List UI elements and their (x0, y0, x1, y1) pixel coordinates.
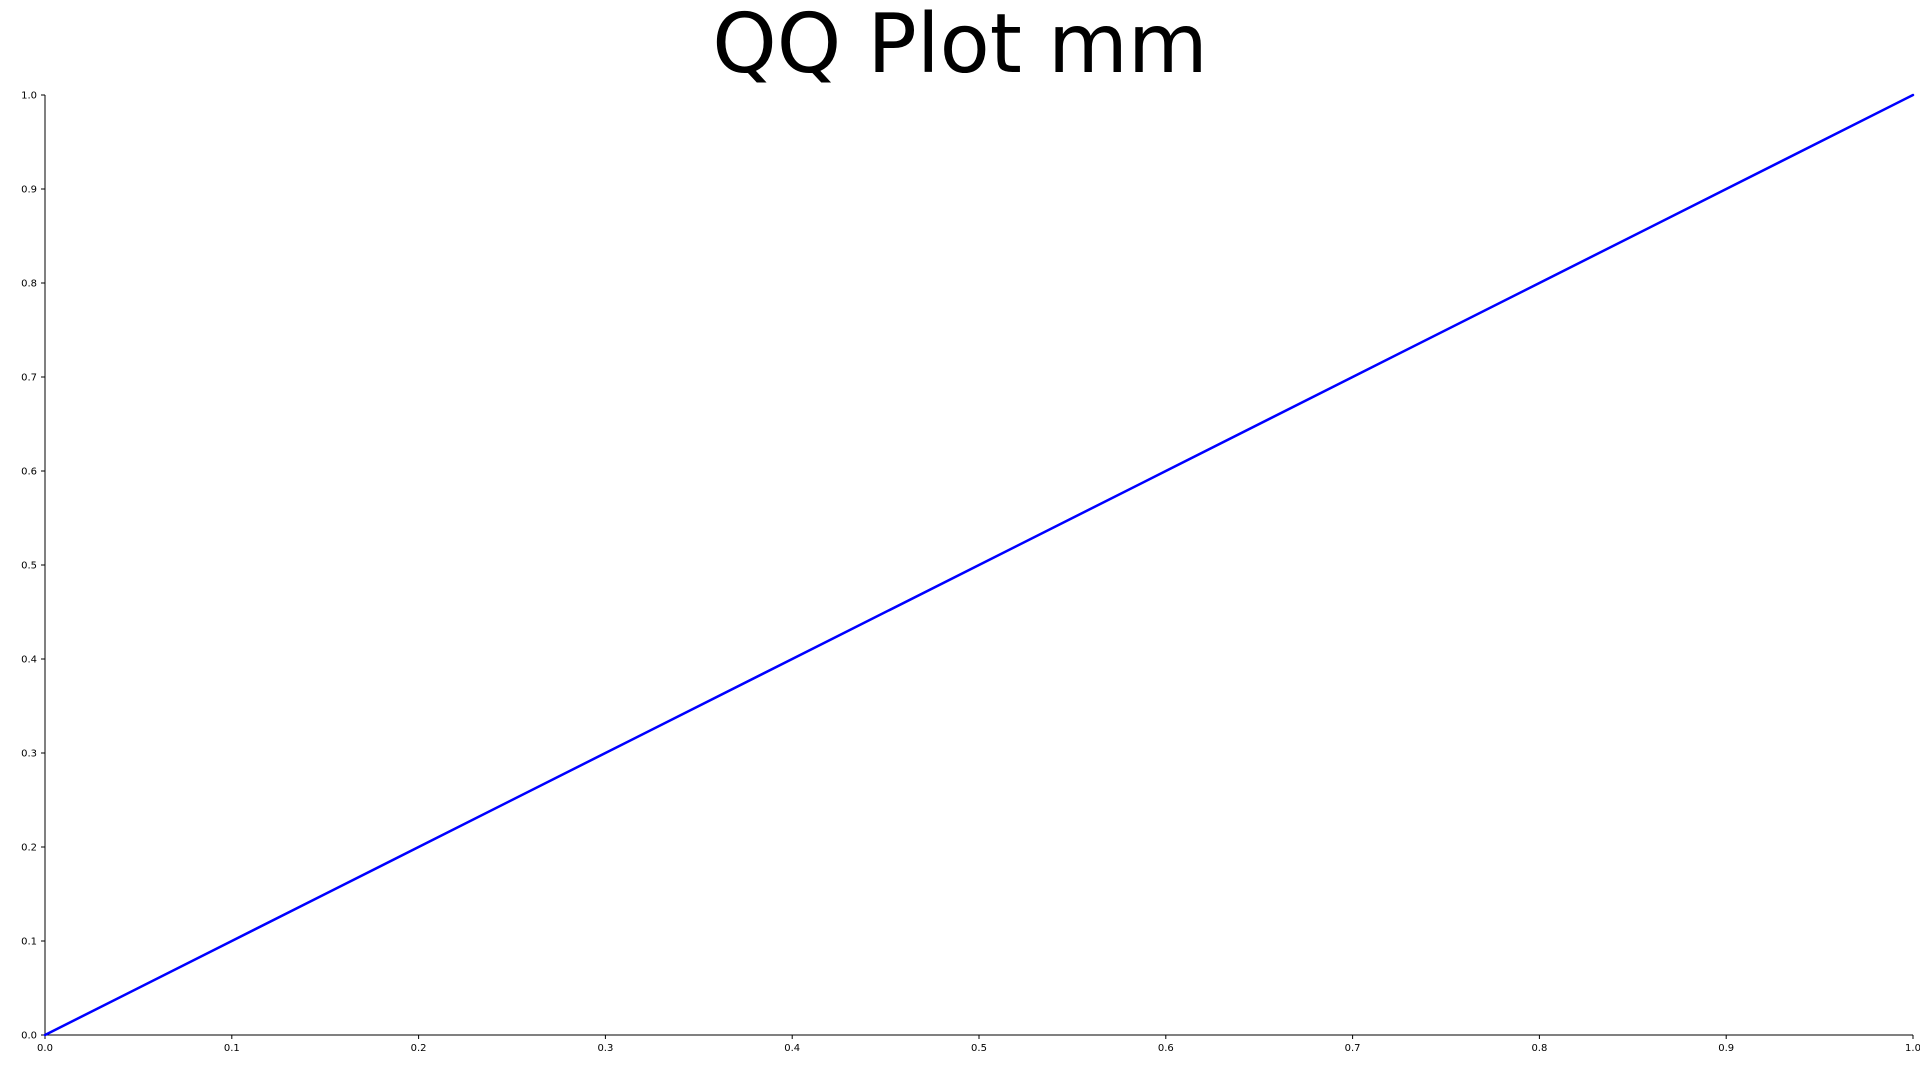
y-tick-label: 0.6 (21, 467, 37, 478)
y-tick-label: 0.5 (21, 561, 37, 572)
x-tick-label: 0.3 (597, 1043, 613, 1054)
x-tick-label: 0.6 (1158, 1043, 1174, 1054)
x-tick-label: 0.4 (784, 1043, 800, 1054)
x-tick-label: 0.5 (971, 1043, 987, 1054)
x-tick-label: 0.9 (1718, 1043, 1734, 1054)
y-tick-label: 0.9 (21, 185, 37, 196)
y-tick-label: 1.0 (21, 91, 37, 102)
y-tick-label: 0.1 (21, 937, 37, 948)
y-tick-label: 0.8 (21, 279, 37, 290)
series-line (43, 93, 1915, 1037)
x-tick-label: 0.2 (411, 1043, 427, 1054)
x-tick-label: 0.7 (1345, 1043, 1361, 1054)
series-layer (43, 93, 1915, 1037)
y-tick-label: 0.0 (21, 1031, 37, 1042)
chart-title: QQ Plot mm (712, 0, 1208, 92)
x-tick-label: 0.1 (224, 1043, 240, 1054)
y-tick-label: 0.2 (21, 843, 37, 854)
y-tick-label: 0.3 (21, 749, 37, 760)
y-tick-label: 0.7 (21, 373, 37, 384)
x-tick-label: 0.8 (1531, 1043, 1547, 1054)
y-tick-label: 0.4 (21, 655, 37, 666)
ticks: 0.0 0.1 0.2 0.3 0.4 0.5 0.6 0.7 0.8 0.9 1.0 0.0 0.1 0… (21, 91, 1920, 1055)
x-tick-label: 1.0 (1905, 1043, 1920, 1054)
x-tick-label: 0.0 (37, 1043, 53, 1054)
